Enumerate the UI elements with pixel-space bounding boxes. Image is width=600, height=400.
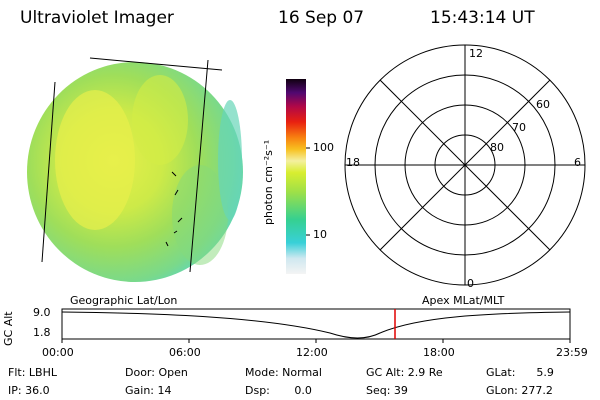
timeline-xtick-3: 18:00 [423,346,455,359]
time-label: 15:43:14 UT [430,8,535,28]
status-glat: GLat: 5.9 [486,366,554,379]
polar-label-80: 80 [490,141,504,154]
status-seq: Seq: 39 [366,384,408,397]
date-label: 16 Sep 07 [278,8,365,28]
app-title: Ultraviolet Imager [20,8,174,28]
timeline-xtick-1: 06:00 [169,346,201,359]
polar-label-6: 6 [574,156,581,169]
status-filter: Flt: LBHL [8,366,57,379]
apex-label: Apex MLat/MLT [422,294,505,307]
colorbar-unit-label: photon cm⁻²s⁻¹ [262,139,275,225]
timeline-ytick-bottom: 1.8 [33,326,51,339]
polar-label-60: 60 [536,98,550,111]
colorbar-label-10: 10 [313,228,327,241]
swath-lines [41,57,223,273]
geographic-label: Geographic Lat/Lon [70,294,178,307]
status-door: Door: Open [125,366,188,379]
polar-label-70: 70 [512,121,526,134]
timeline-ytick-top: 9.0 [33,306,51,319]
timeline-xtick-2: 12:00 [296,346,328,359]
timeline-axis-label: GC Alt [2,311,15,346]
earth-disk [27,62,243,282]
status-glon: GLon: 277.2 [486,384,553,397]
polar-label-18: 18 [346,156,360,169]
status-mode: Mode: Normal [245,366,322,379]
timeline-xtick-0: 00:00 [42,346,74,359]
colorbar-label-100: 100 [313,141,334,154]
colorbar [286,79,306,274]
timeline-xtick-4: 23:59 [556,346,588,359]
timeline-plot [61,308,571,343]
polar-label-12: 12 [469,47,483,60]
polar-label-0: 0 [467,277,474,290]
polar-grid [344,44,586,286]
status-gc-alt: GC Alt: 2.9 Re [366,366,443,379]
status-ip: IP: 36.0 [8,384,50,397]
status-gain: Gain: 14 [125,384,172,397]
status-dsp: Dsp: 0.0 [245,384,312,397]
